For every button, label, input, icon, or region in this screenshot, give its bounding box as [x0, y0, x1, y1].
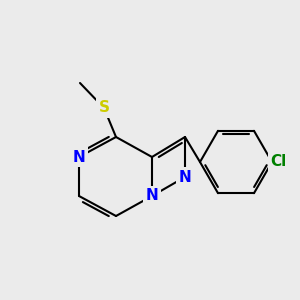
- Text: N: N: [178, 169, 191, 184]
- Text: S: S: [98, 100, 110, 116]
- Text: Cl: Cl: [270, 154, 286, 169]
- Text: N: N: [73, 149, 85, 164]
- Text: N: N: [146, 188, 158, 203]
